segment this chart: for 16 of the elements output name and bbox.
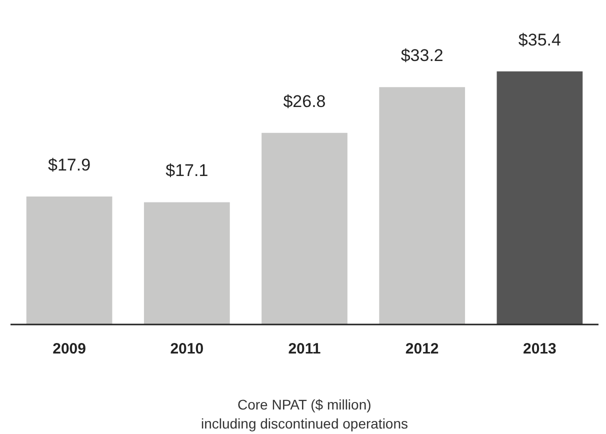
x-tick-label: 2011 <box>288 340 321 358</box>
bar <box>26 196 112 324</box>
data-label: $17.1 <box>166 161 208 180</box>
bar <box>144 202 230 324</box>
bar <box>379 87 466 324</box>
x-tick-label: 2009 <box>52 340 86 358</box>
x-axis-title: Core NPAT ($ million) including discontinued operations <box>200 396 408 432</box>
data-label: $17.9 <box>48 156 91 175</box>
data-label: $26.8 <box>283 92 326 111</box>
data-label: $35.4 <box>518 30 561 50</box>
x-tick-label: 2012 <box>405 340 439 358</box>
data-label: $33.2 <box>400 46 444 66</box>
x-tick-label: 2013 <box>523 340 556 358</box>
bar <box>496 71 583 324</box>
x-tick-label: 2010 <box>170 340 204 358</box>
bar <box>262 132 348 324</box>
